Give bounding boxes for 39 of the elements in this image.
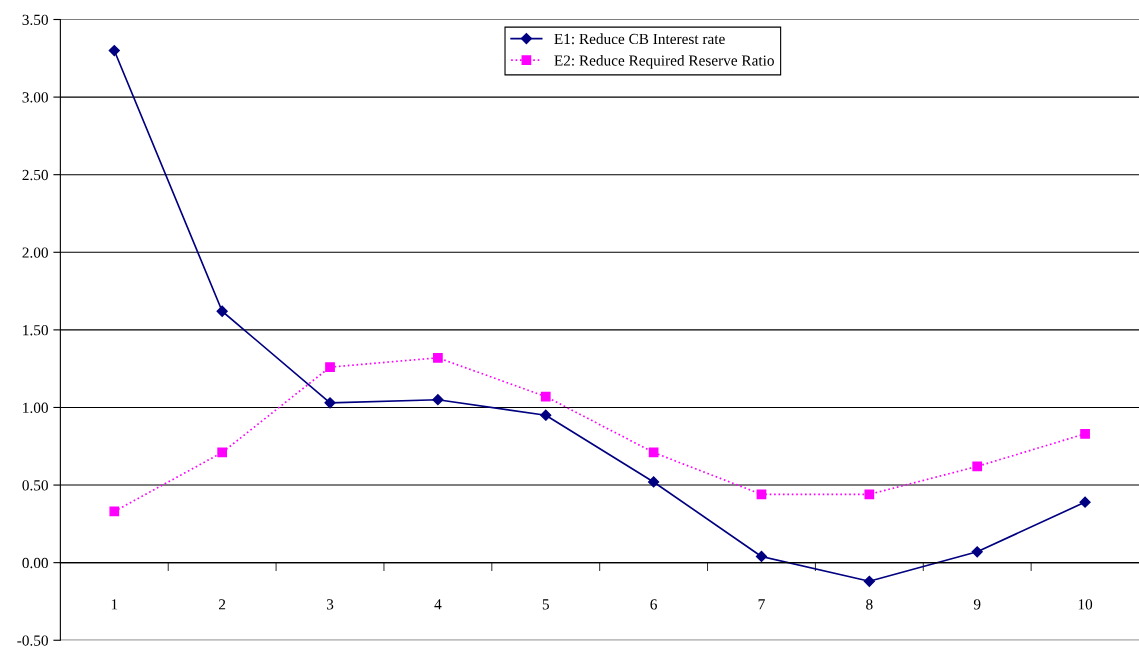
point <box>863 575 875 587</box>
y-tick-label: 3.50 <box>22 14 48 26</box>
point <box>1080 428 1090 439</box>
x-tick-label: 8 <box>866 599 873 610</box>
point <box>432 394 444 406</box>
x-tick-label: 1 <box>111 599 118 610</box>
legend-label: E1: Reduce CB Interest rate <box>554 33 725 45</box>
point <box>324 397 336 409</box>
point <box>971 546 983 558</box>
y-tick-label: 0.50 <box>22 480 48 491</box>
y-tick-label: 2.00 <box>22 247 48 258</box>
point <box>972 461 983 472</box>
x-tick-label: 3 <box>326 599 334 610</box>
x-tick-label: 9 <box>973 599 981 610</box>
y-tick-label: -0.50 <box>17 635 48 646</box>
point <box>540 409 552 421</box>
point <box>1079 496 1091 508</box>
point <box>109 506 120 517</box>
x-tick-label: 4 <box>434 599 442 610</box>
y-tick-label: 3.00 <box>22 92 48 103</box>
point <box>433 352 443 363</box>
point <box>864 489 875 500</box>
point <box>217 447 228 458</box>
point <box>325 362 335 372</box>
x-tick-label: 5 <box>542 599 549 610</box>
point <box>216 305 228 317</box>
x-tick-label: 2 <box>219 599 226 610</box>
point <box>755 550 768 563</box>
x-tick-label: 10 <box>1078 599 1093 610</box>
y-tick-label: 0.00 <box>22 557 48 569</box>
point <box>108 44 120 57</box>
y-tick-label: 1.00 <box>23 402 48 413</box>
x-tick-label: 6 <box>650 599 657 610</box>
point <box>648 476 660 488</box>
point <box>540 391 551 402</box>
y-tick-label: 2.50 <box>22 169 48 181</box>
x-tick-label: 7 <box>758 599 765 610</box>
y-tick-label: 1.50 <box>23 325 48 336</box>
legend-label: E2: Reduce Required Reserve Ratio <box>554 54 774 69</box>
